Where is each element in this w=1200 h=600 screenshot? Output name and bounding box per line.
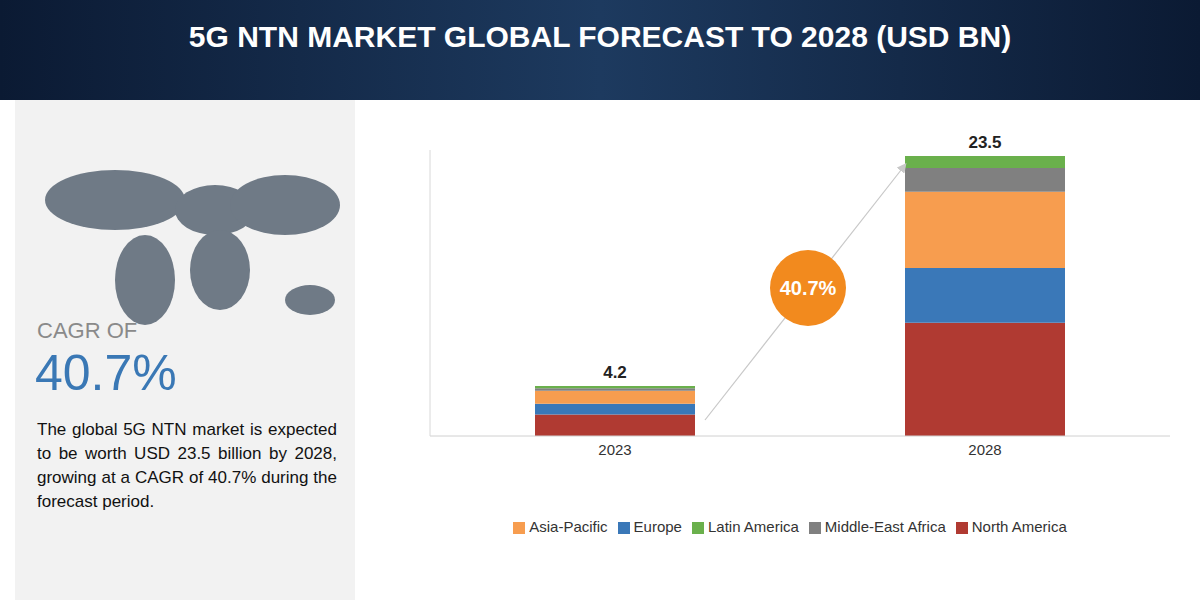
html-text:Middle-East Africa: Middle-East Africa: [824, 518, 946, 535]
svg-text:4.2: 4.2: [603, 363, 627, 382]
svg-text:23.5: 23.5: [968, 133, 1001, 152]
html-text:40.7%: 40.7%: [35, 345, 177, 401]
html-text:The global 5G NTN market is ex: The global 5G NTN market is expected to …: [37, 420, 337, 511]
html-text:Asia-Pacific: Asia-Pacific: [529, 518, 608, 535]
html-text:CAGR OF: CAGR OF: [37, 318, 138, 343]
svg-text:2028: 2028: [968, 441, 1001, 458]
html-text:5G NTN MARKET GLOBAL FORECAST: 5G NTN MARKET GLOBAL FORECAST TO 2028 (U…: [188, 20, 1012, 53]
html-text:Latin America: Latin America: [708, 518, 799, 535]
svg-text:2023: 2023: [598, 441, 631, 458]
html-text:North America: North America: [971, 518, 1067, 535]
html-text:Europe: Europe: [633, 518, 682, 535]
svg-text:40.7%: 40.7%: [780, 277, 837, 299]
